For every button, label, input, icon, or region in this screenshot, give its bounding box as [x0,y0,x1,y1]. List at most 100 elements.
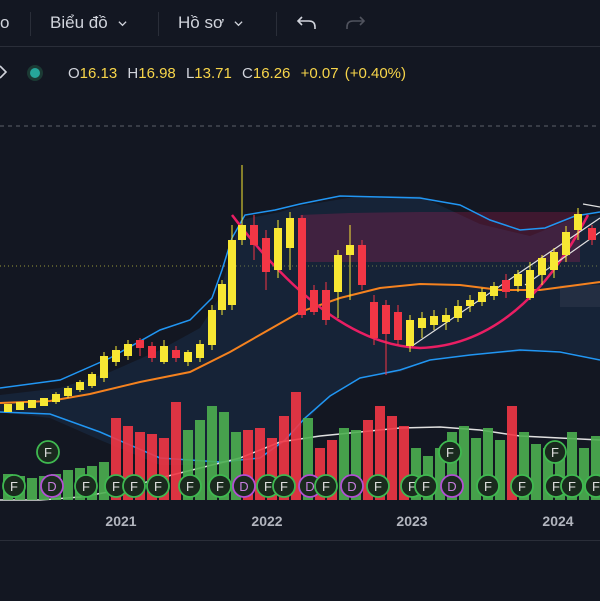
financial-report-marker-label: F [10,479,18,494]
dividend-marker-label: D [47,479,56,494]
volume-bar [411,448,421,500]
time-axis: 2021 2022 2023 2024 [105,513,573,529]
candle-body [262,238,270,272]
candle-body [238,225,246,240]
candle-body [502,280,510,292]
candle-body [526,270,534,298]
financial-report-marker-ring [122,474,146,498]
candle-body [112,350,120,362]
volume-bar [99,462,109,500]
financial-report-marker-label: F [186,479,194,494]
candle-body [358,245,366,285]
toolbar-partial-label[interactable]: o [0,13,10,32]
low-label: L [185,65,195,82]
dividend-marker[interactable]: D [340,474,364,498]
financial-report-marker[interactable]: F [36,440,60,464]
volume-bar [351,430,361,500]
open-label: O [68,65,80,82]
volume-bar [243,430,253,500]
financial-report-marker[interactable]: F [366,474,390,498]
financial-report-marker[interactable]: F [122,474,146,498]
volume-bar [375,406,385,500]
close-icon[interactable] [0,65,10,79]
candle-body [418,318,426,328]
volume-bar [507,406,517,500]
volume-bar [255,428,265,500]
year-label: 2024 [542,513,573,529]
candle-body [160,346,168,362]
toolbar-separator [276,12,277,36]
financial-report-marker[interactable]: F [272,474,296,498]
candle-body [28,400,36,408]
volume-bar [543,448,553,500]
candle-body [218,284,226,310]
candle-body [478,292,486,302]
candle-body [208,310,216,345]
candle-body [136,340,144,348]
candle-body [514,274,522,286]
volume-bar [63,470,73,500]
volume-bar [435,448,445,500]
candle-body [286,218,294,248]
financial-report-marker[interactable]: F [314,474,338,498]
volume-bar [327,440,337,500]
candle-body [196,344,204,358]
volume-bar [399,426,409,500]
financial-report-marker[interactable]: F [2,474,26,498]
redo-icon[interactable] [344,13,366,33]
dividend-marker[interactable]: D [232,474,256,498]
candle-body [454,306,462,318]
volume-bar [519,432,529,500]
undo-icon[interactable] [296,13,318,33]
financial-report-marker[interactable]: F [476,474,500,498]
profile-menu-label: Hồ sơ [178,13,225,32]
financial-report-marker-label: F [374,479,382,494]
resistance-zone [300,212,580,262]
volume-bar [339,428,349,500]
candlestick-series [4,165,596,412]
candle-body [382,305,390,334]
financial-report-marker[interactable]: F [510,474,534,498]
volume-bar [147,434,157,500]
status-dot-icon [27,65,43,81]
volume-bar [483,428,493,500]
bollinger-fill [0,196,600,465]
financial-report-marker[interactable]: F [178,474,202,498]
financial-report-marker[interactable]: F [543,440,567,464]
financial-report-marker[interactable]: F [146,474,170,498]
event-markers: F F FF D F F F F F F D F F D F D F F F D F F F F F [2,440,600,498]
chart-menu-button[interactable]: Biểu đồ [50,0,127,46]
financial-report-marker-label: F [551,445,559,460]
volume-bar [315,448,325,500]
financial-report-marker[interactable]: F [208,474,232,498]
dividend-marker[interactable]: D [440,474,464,498]
volume-bar [267,438,277,500]
profile-menu-button[interactable]: Hồ sơ [178,0,243,46]
financial-report-marker[interactable]: F [74,474,98,498]
financial-report-marker[interactable]: F [414,474,438,498]
volume-series [3,392,600,500]
price-chart[interactable]: F F FF D F F F F F F D F F D F D F F F D F F F F F 2021 2022 202… [0,0,600,540]
candle-body [334,255,342,292]
top-toolbar: o Biểu đồ Hồ sơ [0,0,600,47]
volume-bar [387,416,397,500]
financial-report-marker[interactable]: F [438,440,462,464]
candle-body [250,225,258,245]
financial-report-marker-ring [146,474,170,498]
open-value: 16.13 [79,65,118,82]
financial-report-marker-label: F [568,479,576,494]
financial-report-marker-label: F [422,479,430,494]
candle-body [466,300,474,306]
financial-report-marker-label: F [82,479,90,494]
financial-report-marker-label: F [112,479,120,494]
financial-report-marker[interactable]: F [584,474,600,498]
financial-report-marker[interactable]: F [560,474,584,498]
volume-bar [459,426,469,500]
financial-report-marker-ring [36,440,60,464]
candle-body [88,374,96,386]
financial-report-marker-label: F [154,479,162,494]
dividend-marker[interactable]: D [40,474,64,498]
candle-body [370,302,378,338]
financial-report-marker-ring [272,474,296,498]
volume-bar [171,402,181,500]
